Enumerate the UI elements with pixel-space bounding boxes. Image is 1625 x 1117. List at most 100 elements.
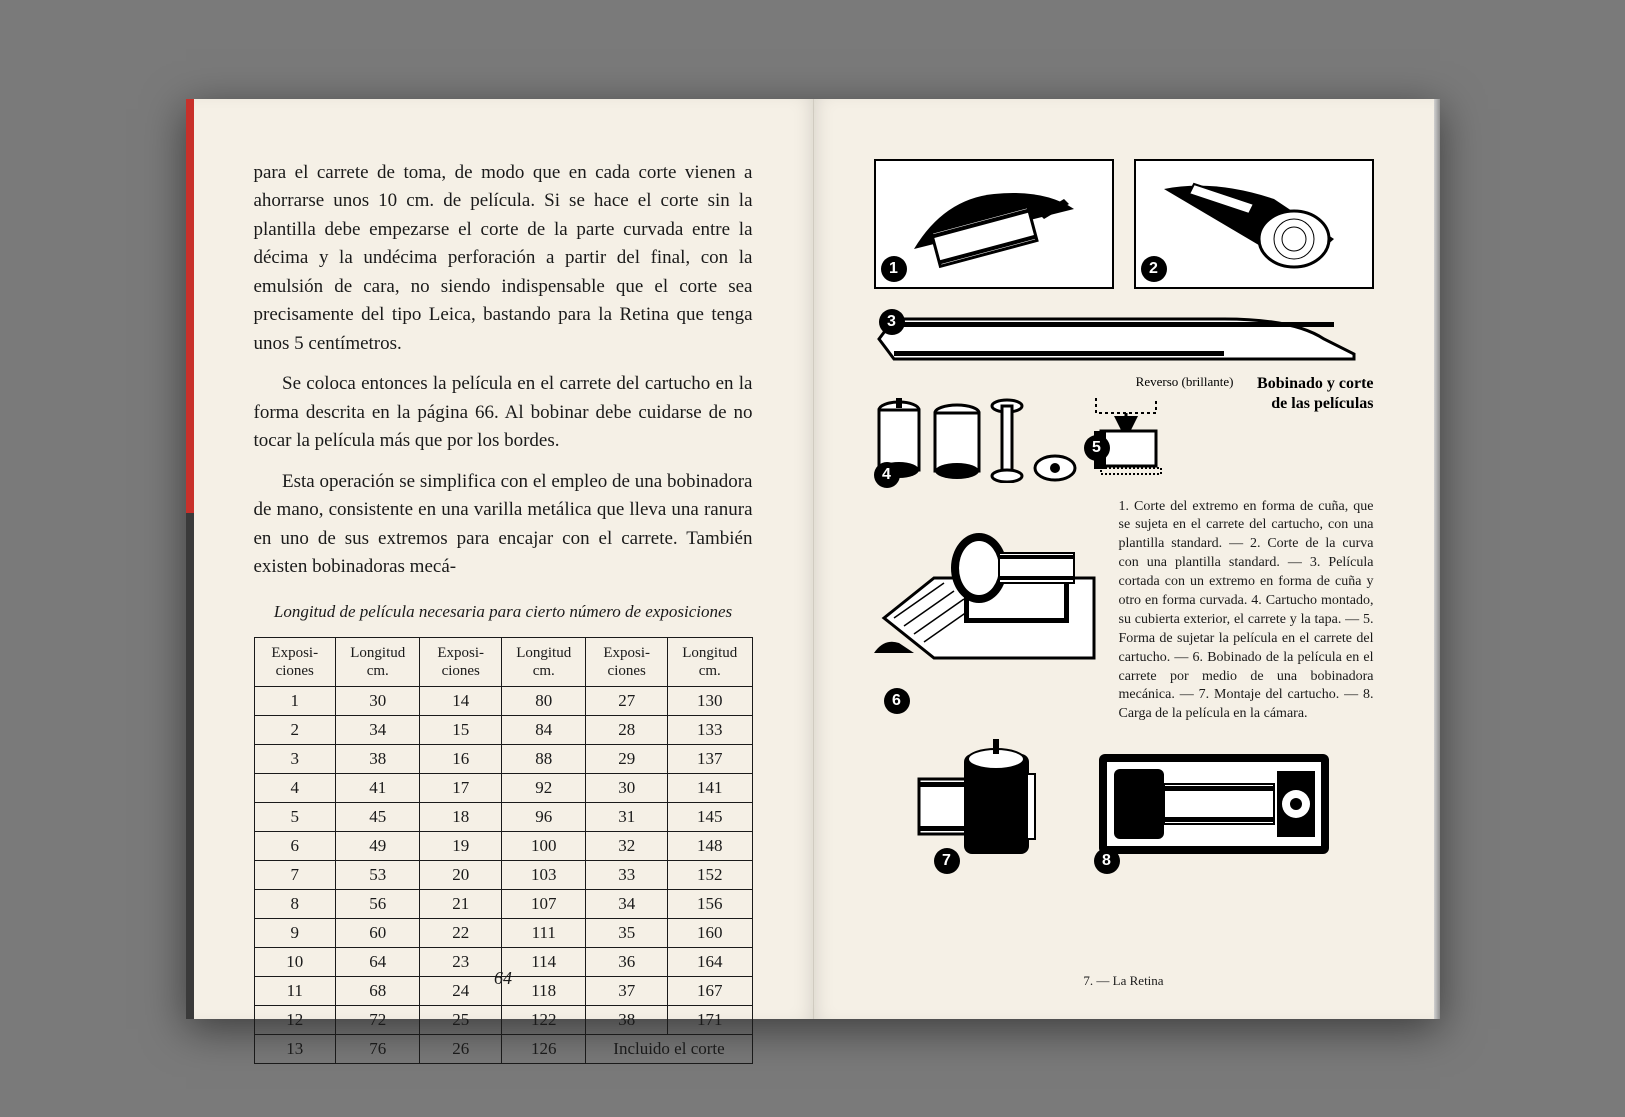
- table-cell: 19: [420, 831, 502, 860]
- table-cell: 60: [336, 918, 420, 947]
- table-cell: 14: [420, 686, 502, 715]
- illustration-7: [909, 739, 1069, 869]
- table-cell: 164: [667, 947, 752, 976]
- table-cell: 6: [254, 831, 336, 860]
- table-cell: 145: [667, 802, 752, 831]
- table-cell: 49: [336, 831, 420, 860]
- table-cell: 1: [254, 686, 336, 715]
- table-cell: 36: [586, 947, 668, 976]
- table-cell: 137: [667, 744, 752, 773]
- table-cell: 103: [501, 860, 585, 889]
- table-cell: 4: [254, 773, 336, 802]
- table-cell: 33: [586, 860, 668, 889]
- section-title: Bobinado y corte de las películas: [1244, 374, 1374, 416]
- illustration-2: 2: [1134, 159, 1374, 289]
- illustration-8: [1089, 739, 1339, 869]
- table-cell: 148: [667, 831, 752, 860]
- table-row: 12722512238171: [254, 1005, 752, 1034]
- table-cell: 88: [501, 744, 585, 773]
- table-cell: 92: [501, 773, 585, 802]
- table-cell: 38: [336, 744, 420, 773]
- right-page: 1 2 3: [814, 99, 1434, 1019]
- table-row: 545189631145: [254, 802, 752, 831]
- table-cell: 9: [254, 918, 336, 947]
- page-number: 64: [494, 968, 512, 989]
- table-cell: 23: [420, 947, 502, 976]
- table-cell: 30: [336, 686, 420, 715]
- table-cell: 7: [254, 860, 336, 889]
- table-cell: 30: [586, 773, 668, 802]
- table-cell: 13: [254, 1034, 336, 1063]
- table-cell: 35: [586, 918, 668, 947]
- table-cell: 53: [336, 860, 420, 889]
- table-cell: 130: [667, 686, 752, 715]
- table-cell: 167: [667, 976, 752, 1005]
- table-cell: 34: [586, 889, 668, 918]
- table-header: Longitud cm.: [501, 637, 585, 686]
- table-cell: 133: [667, 715, 752, 744]
- table-cell: 118: [501, 976, 585, 1005]
- illustration-row-3: Reverso (brillante): [874, 374, 1374, 483]
- illustration-number: 5: [1084, 435, 1110, 461]
- table-row: 234158428133: [254, 715, 752, 744]
- open-book: para el carrete de toma, de modo que en …: [186, 99, 1440, 1019]
- illustration-number: 8: [1094, 848, 1120, 874]
- table-cell: 11: [254, 976, 336, 1005]
- table-cell: 126: [501, 1034, 585, 1063]
- table-cell: 160: [667, 918, 752, 947]
- paragraph-3: Esta operación se simplifica con el empl…: [254, 468, 753, 582]
- table-cell: 37: [586, 976, 668, 1005]
- table-cell: 68: [336, 976, 420, 1005]
- caption-text: 1. Corte del extremo en forma de cuña, q…: [1119, 498, 1374, 725]
- illustration-row-1: 1 2: [874, 159, 1374, 289]
- table-cell: 96: [501, 802, 585, 831]
- table-header: Longitud cm.: [336, 637, 420, 686]
- table-cell: 72: [336, 1005, 420, 1034]
- table-cell: 28: [586, 715, 668, 744]
- table-row: 7532010333152: [254, 860, 752, 889]
- table-row: 338168829137: [254, 744, 752, 773]
- illustration-number: 4: [874, 462, 900, 488]
- table-cell: 21: [420, 889, 502, 918]
- table-cell: 80: [501, 686, 585, 715]
- table-cell: 3: [254, 744, 336, 773]
- table-cell: 17: [420, 773, 502, 802]
- table-cell: 26: [420, 1034, 502, 1063]
- spool-icon: [932, 403, 982, 483]
- table-cell: 156: [667, 889, 752, 918]
- table-cell: 20: [420, 860, 502, 889]
- table-cell: 12: [254, 1005, 336, 1034]
- table-header: Exposi- ciones: [420, 637, 502, 686]
- film-length-table: Exposi- ciones Longitud cm. Exposi- cion…: [254, 637, 753, 1064]
- book-edge: [1434, 99, 1440, 1019]
- paragraph-1: para el carrete de toma, de modo que en …: [254, 159, 753, 359]
- table-header-row: Exposi- ciones Longitud cm. Exposi- cion…: [254, 637, 752, 686]
- table-title: Longitud de película necesaria para cier…: [254, 602, 753, 622]
- table-cell: 8: [254, 889, 336, 918]
- table-cell: 31: [586, 802, 668, 831]
- table-cell: 100: [501, 831, 585, 860]
- table-cell: 152: [667, 860, 752, 889]
- table-cell: 16: [420, 744, 502, 773]
- table-row: 441179230141: [254, 773, 752, 802]
- illustration-number: 3: [879, 309, 905, 335]
- table-cell: 32: [586, 831, 668, 860]
- table-cell: 2: [254, 715, 336, 744]
- table-cell: 141: [667, 773, 752, 802]
- paragraph-2: Se coloca entonces la película en el car…: [254, 370, 753, 456]
- illustration-row-4: 6 1. Corte del extremo en forma de cuña,…: [874, 498, 1374, 725]
- table-header: Exposi- ciones: [586, 637, 668, 686]
- table-cell: 27: [586, 686, 668, 715]
- illustration-number: 6: [884, 688, 910, 714]
- table-cell: 45: [336, 802, 420, 831]
- illustration-3: 3: [874, 304, 1374, 364]
- illustration-row-5: 7 8: [874, 739, 1374, 874]
- illustration-number: 1: [881, 256, 907, 282]
- table-header: Exposi- ciones: [254, 637, 336, 686]
- illustration-1: 1: [874, 159, 1114, 289]
- table-row: 130148027130: [254, 686, 752, 715]
- table-cell: 76: [336, 1034, 420, 1063]
- table-row: 8562110734156: [254, 889, 752, 918]
- table-cell: 25: [420, 1005, 502, 1034]
- cap-icon: [1033, 453, 1078, 483]
